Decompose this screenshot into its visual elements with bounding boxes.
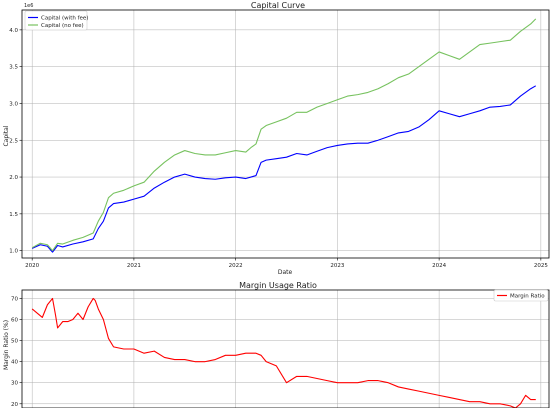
top-x-tick-label: 2020: [25, 263, 39, 269]
bot-y-tick-label: 70: [11, 296, 18, 302]
series-line-capital-no-fee: [31, 18, 537, 252]
series-line-capital-with-fee: [31, 85, 537, 253]
legend-label-no-fee: Capital (no fee): [41, 23, 84, 29]
top-x-tick-label: 2023: [330, 263, 344, 269]
top-x-tick-label: 2022: [229, 263, 243, 269]
capital-y-offset-label: 1e6: [24, 3, 33, 9]
top-y-tick-label: 3.5: [9, 65, 18, 71]
bot-y-tick-label: 20: [11, 402, 18, 408]
margin-y-axis-label: Margin Ratio (%): [3, 320, 10, 370]
bot-y-tick-label: 60: [11, 318, 18, 324]
bot-y-tick-label: 50: [11, 339, 18, 345]
capital-x-axis-label: Date: [278, 269, 293, 276]
top-y-tick-label: 1.0: [9, 249, 18, 255]
margin-ratio-panel: Margin Usage Ratio Margin Ratio (%) 20 30…: [3, 281, 550, 409]
margin-legend: Margin Ratio: [493, 289, 549, 302]
series-line-margin-ratio: [31, 297, 536, 409]
top-y-tick-label: 1.5: [9, 212, 18, 218]
bot-y-tick-label: 30: [11, 381, 18, 387]
capital-grid: [22, 10, 549, 258]
margin-legend-box: [493, 289, 549, 302]
capital-ticks: 1.0 1.5 2.0 2.5 3.0 3.5 4.0 2020 2021 2022 2023 202…: [9, 28, 548, 269]
top-y-tick-label: 3.0: [9, 101, 18, 107]
top-x-tick-label: 2024: [432, 263, 446, 269]
top-y-tick-label: 4.0: [9, 28, 18, 34]
legend-label-with-fee: Capital (with fee): [41, 16, 88, 22]
margin-ticks: 20 30 40 50 60 70: [11, 296, 22, 408]
capital-series: [31, 18, 537, 253]
margin-series: [31, 297, 536, 409]
top-y-tick-label: 2.0: [9, 175, 18, 181]
top-x-tick-label: 2021: [127, 263, 141, 269]
capital-y-axis-label: Capital: [3, 125, 10, 146]
legend-label-margin-ratio: Margin Ratio: [510, 294, 545, 300]
bot-y-tick-label: 40: [11, 360, 18, 366]
capital-plot-frame: [21, 9, 550, 259]
capital-chart-title: Capital Curve: [251, 1, 305, 10]
capital-legend-box: [24, 10, 88, 31]
top-x-tick-label: 2025: [534, 263, 548, 269]
top-y-tick-label: 2.5: [9, 138, 18, 144]
capital-legend: Capital (with fee) Capital (no fee): [24, 10, 88, 31]
margin-chart-title: Margin Usage Ratio: [239, 281, 317, 290]
capital-curve-panel: Capital Curve 1e6 Capital Date 1.0 1.5 2.0…: [3, 1, 550, 276]
